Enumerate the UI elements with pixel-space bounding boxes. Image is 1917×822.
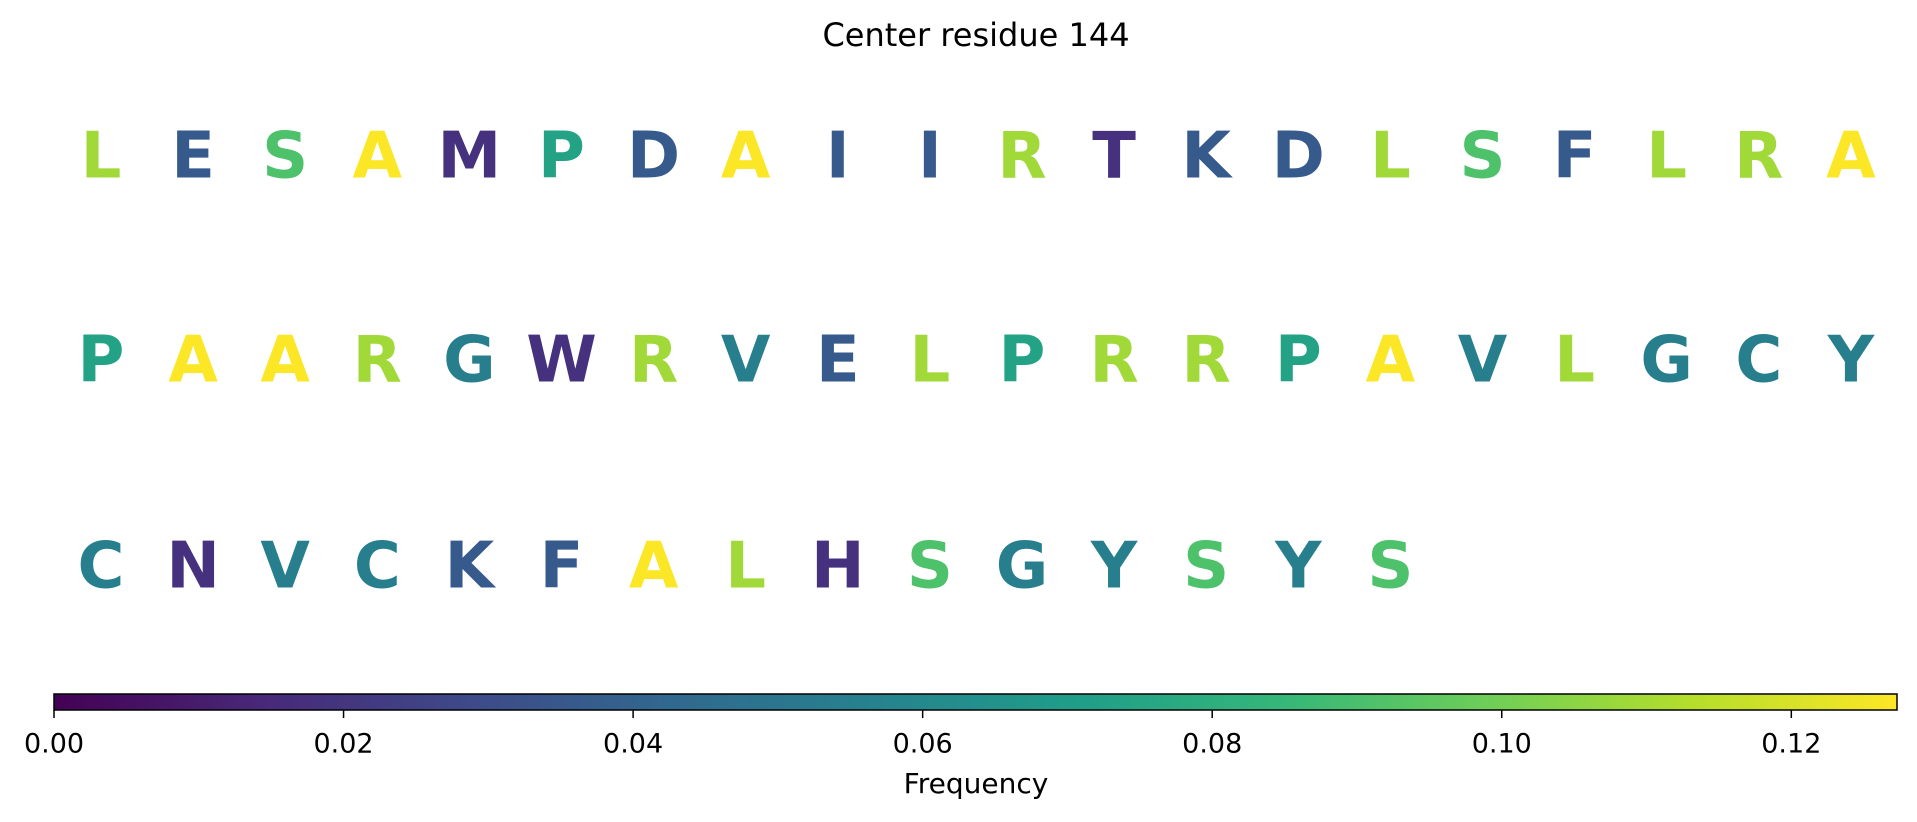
residue: M — [438, 120, 502, 194]
x-tick-label: 0.00 — [24, 729, 84, 760]
residue: P — [78, 324, 125, 398]
residue: L — [725, 530, 766, 604]
x-tick-label: 0.06 — [893, 729, 953, 760]
residue: A — [721, 120, 771, 194]
residue: R — [1089, 324, 1138, 398]
residue: V — [260, 530, 310, 604]
residue: E — [816, 324, 860, 398]
residue: F — [1553, 120, 1597, 194]
residue: Y — [1090, 530, 1138, 604]
x-tick-label: 0.02 — [313, 729, 373, 760]
residue: L — [910, 324, 951, 398]
residue: C — [78, 530, 125, 604]
residue: S — [262, 120, 308, 194]
residue: R — [353, 324, 402, 398]
residue: T — [1092, 120, 1136, 194]
residue: A — [260, 324, 310, 398]
residue: K — [1181, 120, 1233, 194]
residue: I — [826, 120, 850, 194]
x-tick-label: 0.12 — [1761, 729, 1821, 760]
residue: N — [166, 530, 220, 604]
colorbar — [53, 693, 1898, 711]
residue: D — [627, 120, 680, 194]
residue: Y — [1274, 530, 1322, 604]
chart-title: Center residue 144 — [822, 16, 1129, 54]
residue: S — [907, 530, 953, 604]
residue: I — [918, 120, 942, 194]
x-axis-label: Frequency — [904, 767, 1049, 800]
residue: A — [353, 120, 403, 194]
residue: H — [811, 530, 865, 604]
residue: G — [996, 530, 1049, 604]
residue: P — [1275, 324, 1322, 398]
x-tick-label: 0.04 — [603, 729, 663, 760]
residue: L — [1370, 120, 1411, 194]
residue: S — [1183, 530, 1229, 604]
residue: L — [81, 120, 122, 194]
residue: P — [538, 120, 585, 194]
residue: F — [540, 530, 584, 604]
residue: G — [443, 324, 496, 398]
residue: D — [1272, 120, 1325, 194]
residue: S — [1367, 530, 1413, 604]
residue: E — [171, 120, 215, 194]
residue: A — [1826, 120, 1876, 194]
residue: V — [721, 324, 771, 398]
residue: R — [997, 120, 1046, 194]
x-tick-label: 0.08 — [1182, 729, 1242, 760]
residue: L — [1554, 324, 1595, 398]
residue: A — [168, 324, 218, 398]
residue: L — [1646, 120, 1687, 194]
residue: W — [526, 324, 597, 398]
residue: Y — [1827, 324, 1875, 398]
residue: G — [1640, 324, 1693, 398]
residue: C — [1735, 324, 1782, 398]
residue: A — [1366, 324, 1416, 398]
residue: S — [1459, 120, 1505, 194]
residue: V — [1458, 324, 1508, 398]
residue: P — [999, 324, 1046, 398]
x-tick-label: 0.10 — [1472, 729, 1532, 760]
residue: K — [445, 530, 497, 604]
residue: R — [1734, 120, 1783, 194]
residue: C — [354, 530, 401, 604]
residue: R — [629, 324, 678, 398]
residue: R — [1182, 324, 1231, 398]
residue: A — [629, 530, 679, 604]
